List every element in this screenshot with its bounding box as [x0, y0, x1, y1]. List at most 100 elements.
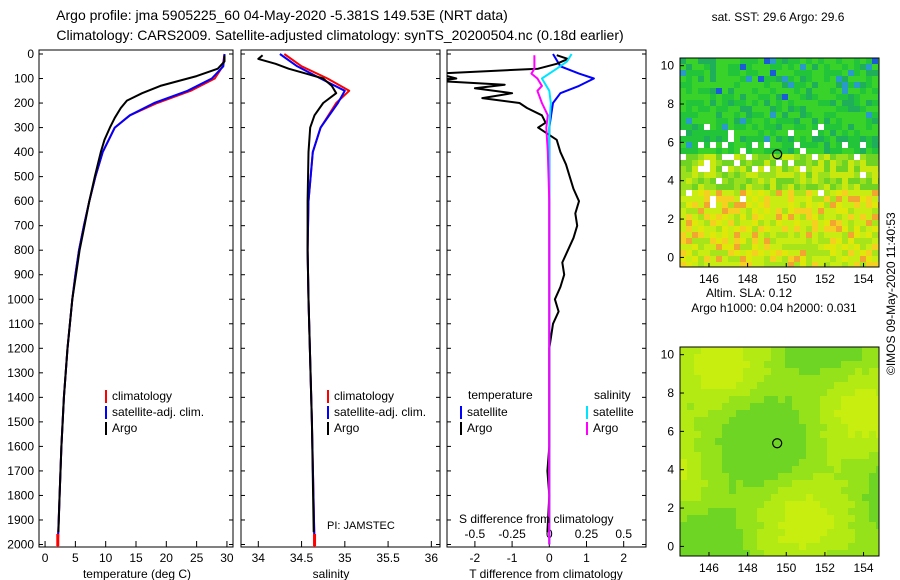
- sst-cell: [680, 70, 687, 77]
- sla-cell: [862, 452, 870, 460]
- sla-cell: [820, 494, 828, 502]
- sla-cell: [806, 543, 814, 551]
- sla-cell: [785, 501, 793, 509]
- sla-cell: [764, 424, 772, 432]
- sst-cell: [848, 256, 855, 263]
- map-lat-label: 4: [667, 463, 674, 477]
- sst-cell: [758, 130, 765, 137]
- sla-cell: [729, 382, 737, 390]
- sla-cell: [827, 389, 835, 397]
- sst-cell: [746, 172, 753, 179]
- sst-cell: [764, 136, 771, 143]
- sst-cell: [722, 148, 729, 155]
- sla-cell: [862, 368, 870, 376]
- sla-cell: [694, 368, 702, 376]
- sst-cell: [722, 166, 729, 173]
- sla-cell: [729, 389, 737, 397]
- sla-cell: [715, 522, 723, 530]
- sst-cell: [710, 112, 717, 119]
- sla-cell: [806, 445, 814, 453]
- sst-cell: [860, 238, 867, 245]
- sst-cell: [728, 190, 735, 197]
- sst-cell: [776, 100, 783, 107]
- sla-cell: [799, 515, 807, 523]
- x-tick-label: 36: [425, 551, 439, 565]
- sla-cell: [862, 459, 870, 467]
- sla-cell: [785, 438, 793, 446]
- sst-cell: [860, 82, 867, 89]
- sst-cell: [722, 124, 729, 131]
- sst-cell: [800, 70, 807, 77]
- sst-cell: [866, 178, 873, 185]
- sst-cell: [782, 106, 789, 113]
- sla-cell: [862, 396, 870, 404]
- sst-cell: [740, 160, 747, 167]
- sla-cell: [834, 354, 842, 362]
- sst-cell: [698, 250, 705, 257]
- sla-cell: [694, 536, 702, 544]
- sst-cell: [722, 250, 729, 257]
- sla-cell: [750, 375, 758, 383]
- sst-cell: [728, 94, 735, 101]
- sst-cell: [776, 256, 783, 263]
- sst-cell: [782, 232, 789, 239]
- sla-cell: [876, 522, 879, 530]
- sla-cell: [806, 473, 814, 481]
- sst-cell: [722, 202, 729, 209]
- sst-cell: [740, 100, 747, 107]
- sla-cell: [708, 424, 716, 432]
- sla-cell: [806, 550, 814, 556]
- depth-tick-label: 600: [14, 194, 34, 208]
- sst-cell: [794, 184, 801, 191]
- sst-cell: [830, 94, 837, 101]
- sst-cell: [722, 244, 729, 251]
- sst-cell: [788, 214, 795, 221]
- sst-cell: [698, 208, 705, 215]
- sla-cell: [834, 529, 842, 537]
- sst-cell: [770, 262, 777, 267]
- sla-cell: [764, 452, 772, 460]
- sst-cell: [728, 214, 735, 221]
- sst-cell: [680, 88, 687, 95]
- sst-cell: [734, 202, 741, 209]
- sst-cell: [746, 88, 753, 95]
- sst-cell: [740, 172, 747, 179]
- sla-cell: [715, 354, 723, 362]
- sst-cell: [806, 154, 813, 161]
- sst-cell: [770, 88, 777, 95]
- sst-cell: [686, 268, 693, 275]
- sst-cell: [698, 190, 705, 197]
- sst-cell: [698, 154, 705, 161]
- sla-map: [680, 347, 879, 556]
- sla-cell: [694, 410, 702, 418]
- sst-cell: [722, 70, 729, 77]
- sla-cell: [799, 361, 807, 369]
- sst-cell: [770, 208, 777, 215]
- sla-cell: [757, 466, 765, 474]
- sla-cell: [855, 522, 863, 530]
- sst-cell: [728, 148, 735, 155]
- sla-cell: [715, 487, 723, 495]
- sla-cell: [799, 487, 807, 495]
- sst-cell: [764, 268, 771, 275]
- sst-cell: [800, 226, 807, 233]
- sst-cell: [854, 214, 861, 221]
- sst-cell: [770, 166, 777, 173]
- sla-cell: [855, 487, 863, 495]
- sst-cell: [788, 244, 795, 251]
- sla-cell: [813, 494, 821, 502]
- sst-cell: [848, 100, 855, 107]
- sst-cell: [830, 112, 837, 119]
- sla-cell: [771, 424, 779, 432]
- sst-cell: [752, 124, 759, 131]
- sst-cell: [818, 112, 825, 119]
- x-tick-label: 30: [220, 551, 234, 565]
- sst-cell: [710, 166, 717, 173]
- sst-cell: [836, 202, 843, 209]
- sst-cell: [752, 160, 759, 167]
- sst-cell: [800, 190, 807, 197]
- sst-cell: [830, 130, 837, 137]
- sst-cell: [824, 214, 831, 221]
- sla-cell: [771, 529, 779, 537]
- sst-cell: [848, 208, 855, 215]
